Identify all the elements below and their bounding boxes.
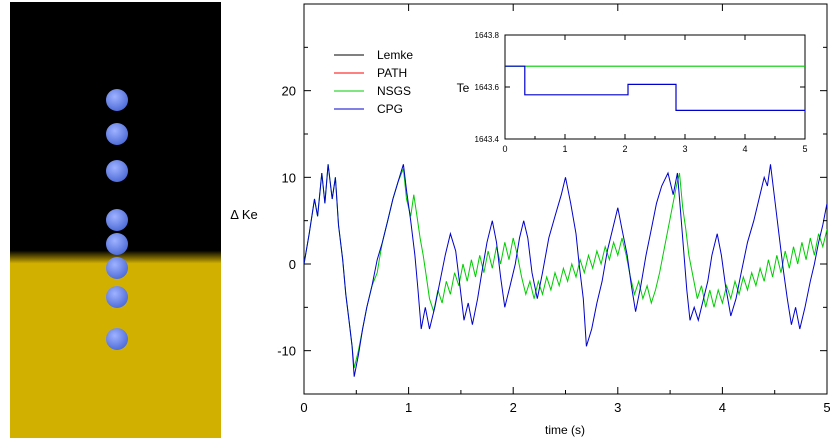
inset-series-line-cpg bbox=[505, 65, 805, 111]
y-tick-label: 10 bbox=[282, 170, 296, 185]
sphere-1 bbox=[106, 89, 128, 111]
inset-x-tick-label: 4 bbox=[742, 144, 747, 154]
chart-legend: Lemke PATH NSGS CPG bbox=[334, 48, 413, 116]
x-tick-label: 4 bbox=[719, 400, 726, 415]
sphere-8 bbox=[106, 328, 128, 350]
legend-label-lemke: Lemke bbox=[377, 48, 413, 62]
x-tick-label: 3 bbox=[614, 400, 621, 415]
inset-x-tick-label: 1 bbox=[562, 144, 567, 154]
legend-label-cpg: CPG bbox=[377, 102, 403, 116]
sphere-stack bbox=[106, 89, 128, 350]
inset-plot-background bbox=[505, 35, 805, 139]
legend-label-path: PATH bbox=[377, 66, 407, 80]
inset-y-tick-label: 1643.4 bbox=[475, 135, 500, 144]
series-line-nsgs bbox=[304, 164, 827, 369]
y-tick-label: 20 bbox=[282, 84, 296, 99]
inset-x-tick-label: 3 bbox=[682, 144, 687, 154]
x-tick-label: 0 bbox=[300, 400, 307, 415]
inset-plot: 0 1 2 3 4 5 1643.8 1643.6 1643.4 Te bbox=[457, 31, 808, 154]
sphere-3 bbox=[106, 160, 128, 182]
inset-y-tick-label: 1643.8 bbox=[475, 31, 500, 40]
inset-x-tick-label: 0 bbox=[502, 144, 507, 154]
x-tick-label: 1 bbox=[405, 400, 412, 415]
legend-label-nsgs: NSGS bbox=[377, 84, 411, 98]
inset-x-tick-label: 2 bbox=[622, 144, 627, 154]
sphere-4 bbox=[106, 209, 128, 231]
inset-axes: 0 1 2 3 4 5 1643.8 1643.6 1643.4 bbox=[475, 31, 808, 154]
sphere-6 bbox=[106, 257, 128, 279]
x-axis-label: time (s) bbox=[545, 423, 585, 437]
main-series bbox=[304, 164, 827, 377]
inset-y-tick-label: 1643.6 bbox=[475, 83, 500, 92]
sphere-2 bbox=[106, 123, 128, 145]
x-tick-label: 5 bbox=[823, 400, 830, 415]
inset-y-axis-label: Te bbox=[457, 81, 470, 95]
x-tick-label: 2 bbox=[510, 400, 517, 415]
y-tick-label: -10 bbox=[277, 344, 296, 359]
y-axis-label: Δ Ke bbox=[230, 207, 257, 222]
inset-x-tick-label: 5 bbox=[802, 144, 807, 154]
sphere-5 bbox=[106, 233, 128, 255]
series-line-cpg bbox=[304, 164, 827, 377]
sphere-7 bbox=[106, 286, 128, 308]
y-tick-label: 0 bbox=[289, 257, 296, 272]
simulation-snapshot bbox=[10, 2, 221, 438]
inset-series bbox=[505, 65, 805, 111]
